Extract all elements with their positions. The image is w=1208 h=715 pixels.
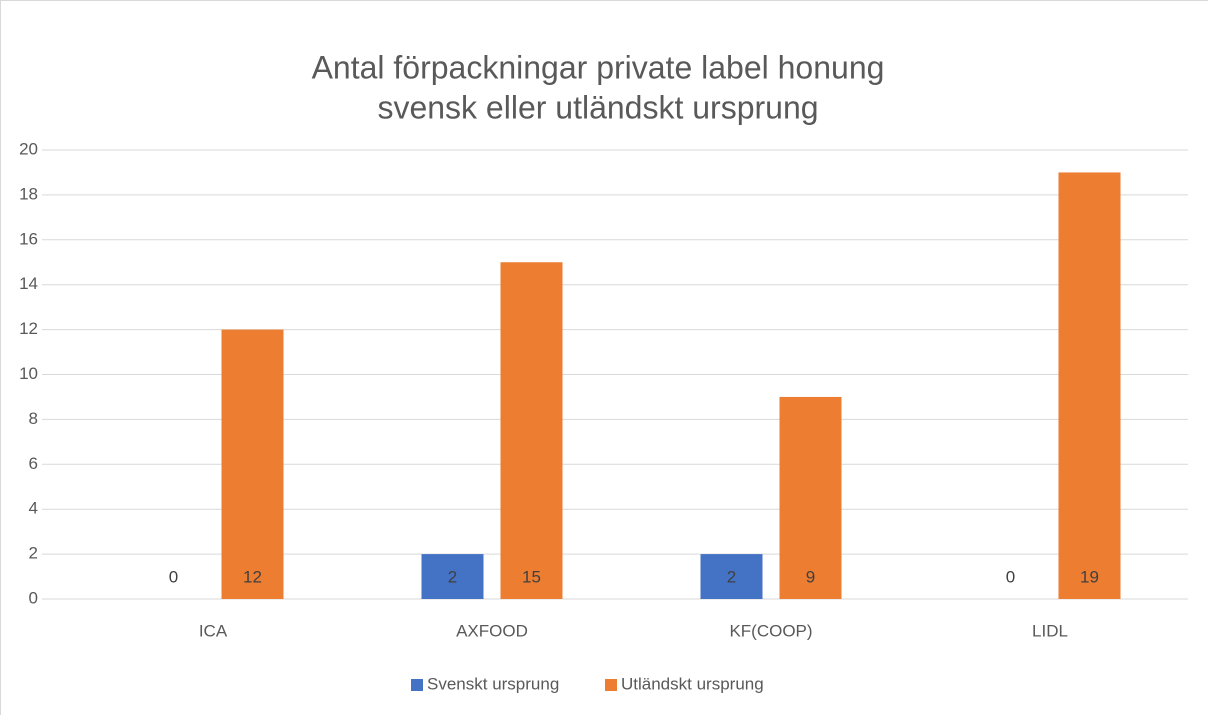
chart-title: svensk eller utländskt ursprung	[377, 89, 818, 125]
y-tick-label: 4	[29, 499, 38, 518]
x-tick-label: LIDL	[1032, 621, 1068, 640]
data-label: 2	[448, 567, 457, 586]
legend-label: Utländskt ursprung	[621, 674, 764, 693]
y-tick-label: 12	[19, 319, 38, 338]
legend-swatch	[605, 679, 617, 691]
data-label: 12	[243, 567, 262, 586]
data-label: 9	[806, 567, 815, 586]
chart-title: Antal förpackningar private label honung	[312, 49, 885, 85]
bar	[1058, 172, 1121, 599]
x-tick-label: AXFOOD	[456, 621, 528, 640]
data-label: 2	[727, 567, 736, 586]
y-tick-label: 8	[29, 409, 38, 428]
data-label: 0	[1006, 567, 1015, 586]
y-tick-label: 10	[19, 364, 38, 383]
y-tick-label: 0	[29, 588, 38, 607]
y-tick-label: 18	[19, 184, 38, 203]
bar	[779, 396, 842, 599]
data-label: 19	[1080, 567, 1099, 586]
legend-swatch	[411, 679, 423, 691]
x-tick-label: ICA	[199, 621, 228, 640]
bar	[421, 554, 484, 599]
y-tick-label: 2	[29, 544, 38, 563]
y-tick-label: 16	[19, 229, 38, 248]
legend-label: Svenskt ursprung	[427, 674, 559, 693]
x-tick-label: KF(COOP)	[729, 621, 812, 640]
bar	[500, 262, 563, 599]
y-tick-label: 14	[19, 274, 38, 293]
bar	[221, 329, 284, 599]
data-label: 15	[522, 567, 541, 586]
bar	[700, 554, 763, 599]
y-tick-label: 6	[29, 454, 38, 473]
data-label: 0	[169, 567, 178, 586]
y-tick-label: 20	[19, 139, 38, 158]
